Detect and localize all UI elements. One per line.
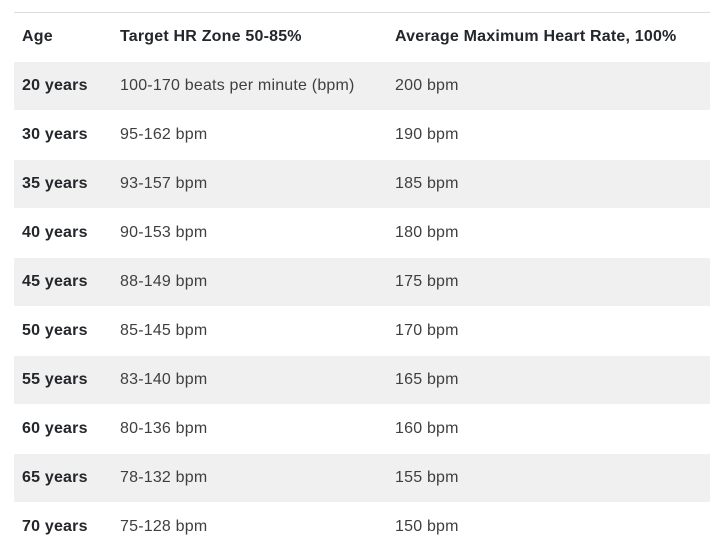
table-row: 70 years 75-128 bpm 150 bpm <box>14 502 710 552</box>
age-cell: 70 years <box>22 518 88 536</box>
max-hr-cell: 150 bpm <box>395 518 459 536</box>
target-zone-cell: 78-132 bpm <box>120 469 208 486</box>
age-cell: 20 years <box>22 77 88 94</box>
age-cell: 35 years <box>22 175 88 192</box>
age-cell: 65 years <box>22 469 88 486</box>
target-zone-cell: 93-157 bpm <box>120 175 208 192</box>
target-zone-cell: 75-128 bpm <box>120 518 208 536</box>
column-header-max-heart-rate: Average Maximum Heart Rate, 100% <box>395 12 710 62</box>
age-cell: 40 years <box>22 224 88 241</box>
table-row: 50 years 85-145 bpm 170 bpm <box>14 306 710 356</box>
table-body: 20 years 100-170 beats per minute (bpm) … <box>14 61 710 552</box>
heart-rate-table: Age Target HR Zone 50-85% Average Maximu… <box>14 12 710 552</box>
max-hr-cell: 190 bpm <box>395 126 459 143</box>
table-row: 30 years 95-162 bpm 190 bpm <box>14 110 710 160</box>
column-header-age: Age <box>14 12 120 62</box>
max-hr-cell: 180 bpm <box>395 224 459 241</box>
header-row: Age Target HR Zone 50-85% Average Maximu… <box>14 12 710 62</box>
target-zone-cell: 95-162 bpm <box>120 126 208 143</box>
max-hr-cell: 165 bpm <box>395 371 459 388</box>
column-header-target-zone: Target HR Zone 50-85% <box>120 12 395 62</box>
target-zone-cell: 90-153 bpm <box>120 224 208 241</box>
age-cell: 50 years <box>22 322 88 339</box>
table-row: 65 years 78-132 bpm 155 bpm <box>14 453 710 503</box>
table-row: 55 years 83-140 bpm 165 bpm <box>14 355 710 405</box>
target-zone-cell: 83-140 bpm <box>120 371 208 388</box>
table-row: 20 years 100-170 beats per minute (bpm) … <box>14 61 710 111</box>
table-row: 45 years 88-149 bpm 175 bpm <box>14 257 710 307</box>
max-hr-cell: 170 bpm <box>395 322 459 339</box>
max-hr-cell: 160 bpm <box>395 420 459 437</box>
table-row: 35 years 93-157 bpm 185 bpm <box>14 159 710 209</box>
age-cell: 60 years <box>22 420 88 437</box>
target-zone-cell: 100-170 beats per minute (bpm) <box>120 77 355 94</box>
max-hr-cell: 175 bpm <box>395 273 459 290</box>
age-cell: 30 years <box>22 126 88 143</box>
age-cell: 55 years <box>22 371 88 388</box>
table-row: 40 years 90-153 bpm 180 bpm <box>14 208 710 258</box>
max-hr-cell: 155 bpm <box>395 469 459 486</box>
heart-rate-table-container: Age Target HR Zone 50-85% Average Maximu… <box>14 12 710 552</box>
target-zone-cell: 80-136 bpm <box>120 420 208 437</box>
age-cell: 45 years <box>22 273 88 290</box>
table-header: Age Target HR Zone 50-85% Average Maximu… <box>14 12 710 62</box>
target-zone-cell: 85-145 bpm <box>120 322 208 339</box>
target-zone-cell: 88-149 bpm <box>120 273 208 290</box>
table-row: 60 years 80-136 bpm 160 bpm <box>14 404 710 454</box>
max-hr-cell: 200 bpm <box>395 77 459 94</box>
max-hr-cell: 185 bpm <box>395 175 459 192</box>
